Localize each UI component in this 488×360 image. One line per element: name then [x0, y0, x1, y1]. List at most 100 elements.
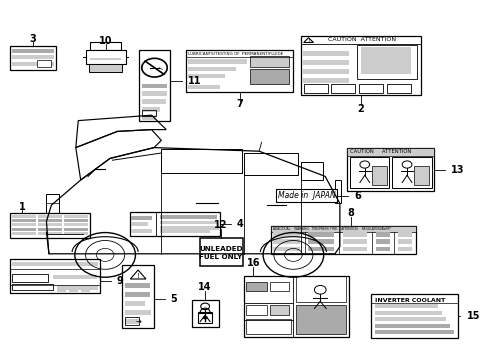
Bar: [10, 213, 90, 238]
Bar: [10, 46, 56, 70]
Text: 16: 16: [246, 258, 260, 268]
Bar: [250, 56, 288, 67]
Text: 12: 12: [214, 220, 227, 230]
Bar: [303, 60, 348, 65]
Bar: [342, 239, 366, 244]
Bar: [142, 84, 167, 88]
Text: 15: 15: [466, 311, 479, 321]
Bar: [198, 312, 212, 323]
Text: 10: 10: [99, 36, 112, 46]
Bar: [90, 58, 121, 60]
Bar: [125, 292, 149, 297]
Bar: [272, 247, 300, 251]
Bar: [131, 229, 152, 233]
Bar: [139, 50, 169, 121]
Text: UNLEADED: UNLEADED: [199, 246, 243, 252]
Bar: [356, 45, 416, 79]
Bar: [161, 149, 242, 173]
Bar: [375, 247, 389, 251]
Bar: [375, 232, 389, 237]
Bar: [125, 310, 150, 315]
Text: 11: 11: [188, 76, 202, 86]
Bar: [331, 84, 355, 93]
Bar: [69, 289, 78, 292]
Bar: [187, 85, 220, 89]
Bar: [272, 239, 300, 244]
Bar: [64, 215, 88, 218]
Bar: [12, 228, 36, 230]
Bar: [342, 247, 366, 251]
Bar: [12, 232, 36, 235]
Bar: [272, 232, 300, 237]
Text: 6: 6: [353, 191, 360, 201]
Bar: [397, 247, 411, 251]
Bar: [160, 215, 216, 219]
Bar: [125, 319, 140, 324]
Text: FUEL ONLY: FUEL ONLY: [199, 253, 242, 260]
Bar: [64, 232, 88, 235]
Bar: [64, 224, 88, 226]
Bar: [370, 294, 457, 338]
Bar: [81, 289, 90, 292]
Bar: [38, 215, 62, 218]
Bar: [160, 229, 210, 233]
Bar: [131, 216, 152, 220]
Bar: [300, 36, 420, 44]
Bar: [413, 166, 428, 185]
Text: 1: 1: [19, 202, 25, 212]
Bar: [185, 50, 293, 92]
Bar: [303, 69, 348, 74]
Bar: [346, 148, 433, 191]
Bar: [397, 232, 411, 237]
Bar: [375, 239, 389, 244]
Bar: [374, 317, 445, 321]
Text: 8: 8: [346, 208, 353, 219]
Bar: [38, 228, 62, 230]
Text: 4: 4: [236, 219, 243, 229]
Bar: [125, 283, 149, 288]
Bar: [53, 275, 97, 279]
Text: 14: 14: [198, 282, 211, 292]
Bar: [303, 84, 327, 93]
Bar: [131, 222, 148, 226]
Text: !: !: [306, 38, 309, 43]
Bar: [125, 301, 144, 306]
Bar: [359, 84, 383, 93]
Bar: [296, 276, 345, 302]
Bar: [360, 47, 410, 74]
Bar: [296, 305, 345, 334]
Bar: [303, 78, 348, 83]
Bar: [374, 324, 449, 328]
Bar: [187, 59, 246, 64]
Text: 5: 5: [170, 294, 177, 304]
Bar: [160, 221, 216, 224]
Bar: [12, 49, 54, 53]
Bar: [64, 228, 88, 230]
Bar: [12, 262, 98, 266]
Bar: [12, 219, 36, 222]
Text: !: !: [137, 273, 139, 279]
Bar: [12, 62, 54, 66]
Bar: [307, 232, 334, 237]
Bar: [374, 304, 437, 308]
Bar: [199, 238, 242, 266]
Bar: [250, 69, 288, 84]
Bar: [245, 319, 290, 334]
Bar: [57, 289, 65, 292]
Bar: [397, 239, 411, 244]
Bar: [269, 305, 288, 315]
Bar: [187, 67, 236, 71]
Bar: [12, 274, 48, 282]
Bar: [122, 265, 154, 328]
Bar: [38, 224, 62, 226]
Bar: [142, 99, 166, 104]
Bar: [243, 276, 348, 337]
Bar: [85, 50, 125, 64]
Text: 3: 3: [30, 34, 36, 44]
Bar: [307, 239, 334, 244]
Bar: [271, 226, 415, 232]
Bar: [342, 232, 366, 237]
Bar: [129, 212, 220, 236]
Text: CAUTION     ATTENTION: CAUTION ATTENTION: [349, 149, 410, 154]
Bar: [10, 259, 100, 293]
